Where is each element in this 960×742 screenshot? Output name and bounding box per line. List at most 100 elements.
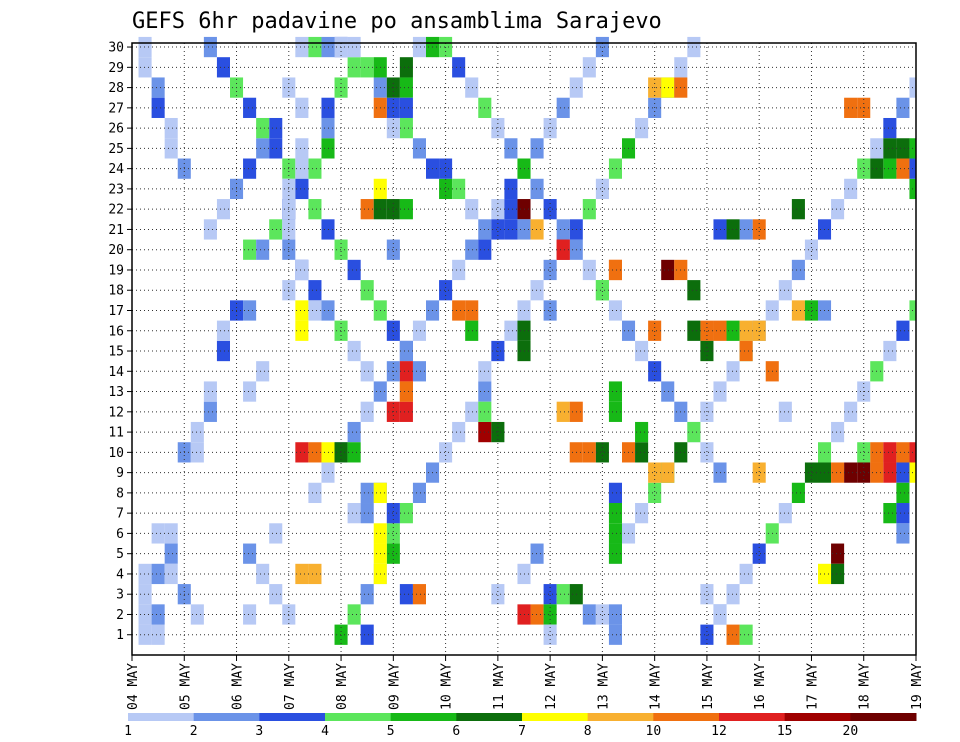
heatmap-cell (713, 381, 727, 402)
heatmap-cell (347, 442, 361, 463)
y-tick-label: 25 (108, 142, 124, 157)
x-tick-label: 18 MAY (858, 663, 873, 710)
colorbar-label: 10 (646, 724, 662, 739)
heatmap-cell (752, 320, 766, 341)
heatmap-cell (556, 584, 570, 605)
plot-frame (131, 42, 917, 656)
heatmap-cell (517, 604, 531, 625)
heatmap-cell (465, 401, 479, 422)
heatmap-cell (412, 584, 426, 605)
heatmap-cell (360, 401, 374, 422)
heatmap-cell (608, 300, 622, 321)
heatmap-cell (360, 503, 374, 524)
heatmap-cell (452, 421, 466, 443)
heatmap-cell (648, 462, 662, 483)
y-tick-label: 17 (108, 304, 124, 319)
heatmap-cell (543, 259, 557, 281)
heatmap-cell (256, 239, 270, 260)
heatmap-cell (295, 97, 309, 118)
heatmap-cell (308, 280, 322, 301)
heatmap-cell (151, 563, 165, 585)
heatmap-cell (608, 482, 622, 504)
heatmap-cell (203, 36, 217, 58)
heatmap-cell (530, 604, 544, 625)
heatmap-cell (321, 36, 335, 58)
colorbar-label: 6 (452, 724, 460, 739)
colorbar-label: 15 (777, 724, 793, 739)
heatmap-cell (517, 219, 531, 240)
heatmap-cell (491, 219, 505, 240)
heatmap-cell (504, 219, 518, 240)
y-tick-label: 20 (108, 243, 124, 258)
heatmap-cell (530, 138, 544, 159)
heatmap-cell (360, 199, 374, 220)
heatmap-cell (556, 219, 570, 240)
heatmap-cell (334, 239, 348, 260)
heatmap-cell (831, 543, 845, 564)
heatmap-cell (452, 178, 466, 200)
x-tick-label: 10 MAY (440, 663, 455, 710)
y-tick-label: 15 (108, 345, 124, 360)
colorbar-label: 20 (843, 724, 859, 739)
x-tick-label: 14 MAY (649, 663, 664, 710)
colorbar-swatch (390, 713, 457, 721)
heatmap-cell (883, 442, 897, 463)
y-tick-label: 2 (116, 608, 124, 623)
heatmap-cell (347, 36, 361, 58)
heatmap-cell (713, 219, 727, 240)
heatmap-cell (386, 239, 400, 260)
heatmap-cell (386, 523, 400, 544)
heatmap-cell (412, 482, 426, 504)
colorbar-swatch (325, 713, 392, 721)
colorbar-swatch (719, 713, 786, 721)
heatmap-cell (778, 401, 792, 422)
heatmap-cell (556, 239, 570, 260)
heatmap-cell (896, 158, 910, 179)
heatmap-cell (582, 57, 596, 78)
heatmap-cell (791, 199, 805, 220)
x-tick-label: 15 MAY (701, 663, 716, 710)
heatmap-cell (713, 320, 727, 341)
heatmap-cell (556, 401, 570, 422)
heatmap-cell (138, 36, 152, 58)
heatmap-cell (399, 199, 413, 220)
heatmap-cell (360, 624, 374, 645)
heatmap-cell (321, 462, 335, 483)
heatmap-cell (321, 97, 335, 118)
heatmap-cell (687, 320, 701, 341)
heatmap-cell (543, 117, 557, 139)
heatmap-cell (216, 57, 230, 78)
heatmap-cell (138, 563, 152, 585)
heatmap-cell (739, 563, 753, 585)
heatmap-cell (269, 117, 283, 139)
heatmap-cell (256, 563, 270, 585)
heatmap-cell (243, 158, 257, 179)
heatmap-cell (295, 158, 309, 179)
heatmap-cell (412, 320, 426, 341)
heatmap-cell (713, 604, 727, 625)
heatmap-cell (582, 604, 596, 625)
heatmap-cell (635, 117, 649, 139)
colorbar-swatch (193, 713, 260, 721)
y-tick-label: 18 (108, 284, 124, 299)
heatmap-cell (896, 482, 910, 504)
heatmap-cell (321, 300, 335, 321)
heatmap-cell (543, 624, 557, 645)
heatmap-cell (321, 138, 335, 159)
heatmap-cell (752, 219, 766, 240)
heatmap-cell (216, 199, 230, 220)
heatmap-cell (896, 442, 910, 463)
x-tick-label: 05 MAY (178, 663, 193, 710)
heatmap-cell (439, 280, 453, 301)
heatmap-cell (399, 401, 413, 422)
heatmap-cell (399, 381, 413, 402)
y-tick-label: 29 (108, 61, 124, 76)
heatmap-cell (452, 259, 466, 281)
heatmap-cell (243, 543, 257, 564)
heatmap-cell (295, 36, 309, 58)
heatmap-cell (399, 77, 413, 98)
heatmap-cell (595, 280, 609, 301)
heatmap-cell (164, 563, 178, 585)
heatmap-cell (608, 604, 622, 625)
